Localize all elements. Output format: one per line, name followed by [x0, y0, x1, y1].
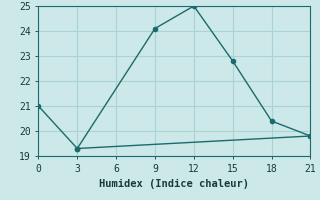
- X-axis label: Humidex (Indice chaleur): Humidex (Indice chaleur): [100, 179, 249, 189]
